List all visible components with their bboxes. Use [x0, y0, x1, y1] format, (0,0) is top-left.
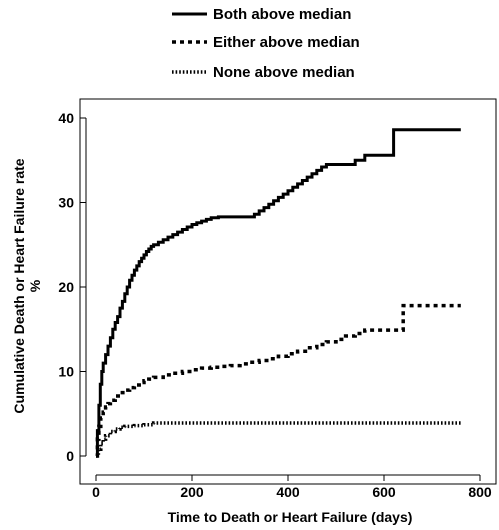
y-axis-title: Cumulative Death or Heart Failure rate — [11, 158, 27, 413]
y-tick-label: 40 — [58, 110, 74, 126]
legend: Both above median Either above median None… — [172, 6, 360, 81]
series-line-2 — [95, 303, 461, 458]
x-tick-label: 200 — [180, 484, 204, 500]
series-line-1 — [95, 128, 461, 458]
x-tick-label: 400 — [276, 484, 300, 500]
plot-frame — [79, 98, 497, 485]
axis-ticks: 0 200 400 600 800 0 10 20 30 40 — [58, 110, 491, 500]
legend-label-1: Both above median — [213, 6, 351, 23]
x-tick-label: 600 — [372, 484, 396, 500]
y-tick-label: 20 — [58, 279, 74, 295]
legend-label-3: None above median — [213, 64, 355, 81]
legend-label-2: Either above median — [213, 34, 360, 51]
y-tick-label: 30 — [58, 195, 74, 211]
y-axis-title-unit: % — [27, 279, 43, 292]
x-axis-title: Time to Death or Heart Failure (days) — [168, 509, 413, 525]
y-tick-label: 0 — [66, 448, 74, 464]
series-group — [95, 128, 461, 458]
x-tick-label: 0 — [92, 484, 100, 500]
series-line-3 — [96, 421, 461, 458]
y-tick-label: 10 — [58, 364, 74, 380]
x-tick-label: 800 — [468, 484, 492, 500]
